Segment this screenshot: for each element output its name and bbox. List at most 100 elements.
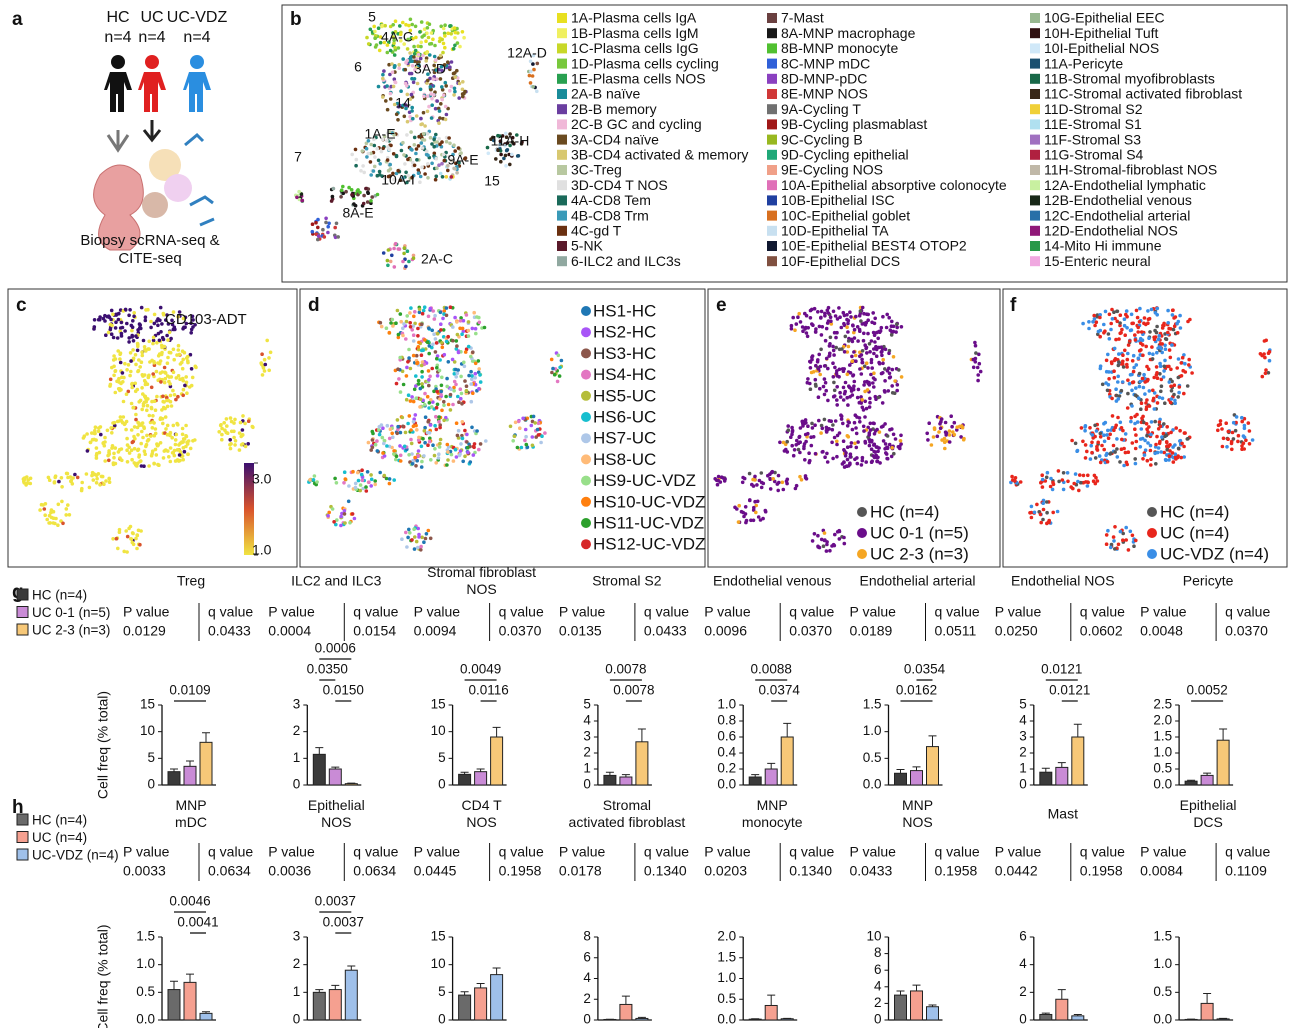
- cell-dot: [1244, 439, 1248, 443]
- y-tick-label: 1.0: [717, 970, 736, 985]
- cell-dot: [397, 247, 401, 251]
- cell-dot: [317, 234, 321, 238]
- cell-dot: [840, 326, 844, 330]
- cell-dot: [463, 429, 467, 433]
- cell-dot: [504, 154, 508, 158]
- cell-dot: [115, 537, 119, 541]
- cell-dot: [818, 387, 822, 391]
- cell-dot: [311, 230, 315, 234]
- cell-dot: [1234, 429, 1238, 433]
- chart-title: monocyte: [742, 814, 803, 830]
- cell-dot: [824, 339, 828, 343]
- cell-dot: [48, 478, 52, 482]
- cell-dot: [429, 537, 433, 541]
- cell-dot: [443, 34, 447, 38]
- legend-swatch: [557, 180, 567, 190]
- legend-marker: [857, 549, 867, 559]
- cell-dot: [473, 376, 477, 380]
- cell-dot: [447, 360, 451, 364]
- cell-dot: [415, 158, 419, 162]
- cell-dot: [845, 318, 849, 322]
- cell-dot: [366, 200, 370, 204]
- legend-label: HS11-UC-VDZ: [593, 513, 704, 532]
- cell-dot: [831, 423, 835, 427]
- legend-label: 1A-Plasma cells IgA: [571, 10, 697, 26]
- cell-dot: [454, 448, 458, 452]
- y-tick-label: 0: [1019, 1012, 1027, 1027]
- cell-dot: [373, 155, 377, 159]
- cell-dot: [854, 354, 858, 358]
- panel-label: c: [16, 295, 27, 316]
- cell-dot: [842, 439, 846, 443]
- cell-dot: [430, 103, 434, 107]
- cell-dot: [806, 377, 810, 381]
- cell-dot: [155, 319, 159, 323]
- cell-dot: [134, 413, 138, 417]
- cell-dot: [822, 544, 826, 548]
- legend-swatch: [1030, 74, 1040, 84]
- bar: [1056, 999, 1068, 1020]
- cell-dot: [144, 319, 148, 323]
- cell-dot: [333, 477, 337, 481]
- cell-dot: [403, 115, 407, 119]
- cell-dot: [159, 371, 163, 375]
- cell-dot: [369, 484, 373, 488]
- cell-dot: [1267, 371, 1271, 375]
- cell-dot: [427, 529, 431, 533]
- cell-dot: [1105, 452, 1109, 456]
- cell-dot: [446, 335, 450, 339]
- cell-dot: [413, 310, 417, 314]
- cell-dot: [110, 431, 114, 435]
- cell-dot: [420, 445, 424, 449]
- cell-dot: [1128, 382, 1132, 386]
- cell-dot: [369, 199, 373, 203]
- cell-dot: [862, 425, 866, 429]
- cell-dot: [891, 368, 895, 372]
- cell-dot: [852, 350, 856, 354]
- cell-dot: [433, 55, 437, 59]
- cell-dot: [125, 368, 129, 372]
- cell-dot: [128, 374, 132, 378]
- cell-dot: [108, 480, 112, 484]
- cell-dot: [120, 321, 124, 325]
- legend-label: UC (n=4): [32, 830, 87, 845]
- bracket-label: 0.0121: [1049, 683, 1090, 698]
- cell-dot: [400, 149, 404, 153]
- cell-dot: [43, 513, 47, 517]
- cell-dot: [139, 399, 143, 403]
- cell-dot: [128, 308, 132, 312]
- cell-dot: [130, 402, 134, 406]
- cell-dot: [85, 432, 89, 436]
- cell-dot: [463, 455, 467, 459]
- y-tick-label: 1.5: [1153, 929, 1172, 944]
- cell-dot: [161, 395, 165, 399]
- cell-dot: [159, 441, 163, 445]
- cell-dot: [462, 361, 466, 365]
- cell-dot: [932, 435, 936, 439]
- cell-dot: [856, 462, 860, 466]
- legend-swatch: [1030, 226, 1040, 236]
- cell-dot: [463, 365, 467, 369]
- cell-dot: [1041, 518, 1045, 522]
- q-value: 0.0433: [208, 623, 251, 639]
- cell-dot: [838, 391, 842, 395]
- error-bar: [331, 985, 339, 989]
- cell-dot: [241, 414, 245, 418]
- cell-dot: [938, 422, 942, 426]
- cell-dot: [392, 247, 396, 251]
- cell-dot: [170, 375, 174, 379]
- cell-dot: [404, 531, 408, 535]
- cell-dot: [404, 68, 408, 72]
- cell-dot: [1159, 450, 1163, 454]
- cell-dot: [41, 503, 45, 507]
- column-header: P value: [704, 844, 751, 860]
- cell-dot: [416, 327, 420, 331]
- cell-dot: [446, 443, 450, 447]
- cell-dot: [414, 374, 418, 378]
- cell-dot: [60, 485, 64, 489]
- cell-dot: [1107, 436, 1111, 440]
- cell-dot: [1156, 307, 1160, 311]
- cell-dot: [423, 441, 427, 445]
- cell-dot: [1095, 320, 1099, 324]
- cell-dot: [433, 424, 437, 428]
